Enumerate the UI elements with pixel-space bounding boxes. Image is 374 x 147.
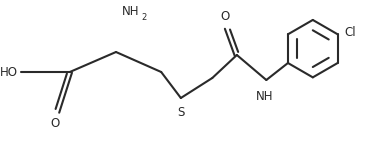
- Text: NH: NH: [256, 90, 273, 103]
- Text: O: O: [50, 117, 60, 130]
- Text: 2: 2: [141, 13, 147, 22]
- Text: S: S: [177, 106, 184, 119]
- Text: NH: NH: [122, 5, 140, 18]
- Text: O: O: [221, 10, 230, 23]
- Text: Cl: Cl: [344, 26, 356, 39]
- Text: HO: HO: [0, 66, 18, 78]
